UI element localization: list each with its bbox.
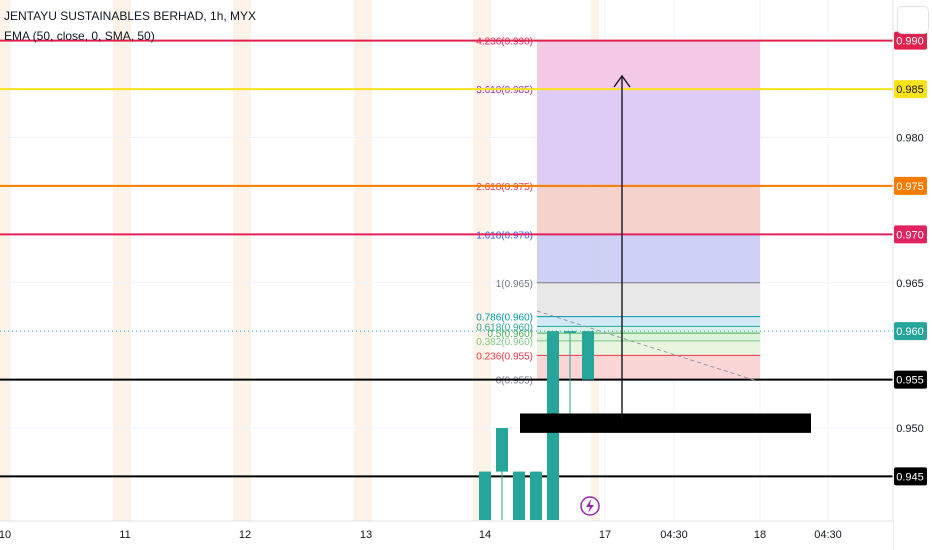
- fib-level-label: 1(0.965): [496, 279, 533, 290]
- price-tick-label: 0.950: [896, 423, 924, 435]
- price-axis-tag: [894, 225, 927, 244]
- indicator-legend[interactable]: EMA (50, close, 0, SMA, 50): [4, 29, 155, 43]
- price-axis-tag: [894, 176, 927, 195]
- session-band: [354, 0, 372, 521]
- time-axis: [0, 521, 893, 550]
- candle-body: [479, 471, 491, 520]
- price-axis-tag-label: 0.985: [896, 84, 924, 96]
- price-axis-tag-label: 0.990: [896, 36, 924, 48]
- fib-level-label: 0.786(0.960): [476, 313, 533, 324]
- time-tick-label: 11: [119, 529, 130, 541]
- fib-level-label: 0.5(0.960): [487, 329, 533, 340]
- session-band: [473, 0, 491, 521]
- price-axis-tag: [894, 322, 927, 341]
- fib-zone: [537, 40, 760, 90]
- price-tick-label: 0.980: [896, 133, 924, 145]
- price-axis-tag-label: 0.945: [896, 471, 924, 483]
- time-tick-label: 14: [479, 529, 491, 541]
- price-axis-tag: [894, 31, 927, 50]
- time-tick-label: 18: [754, 529, 766, 541]
- price-axis-tag: [894, 370, 927, 389]
- fib-zone: [537, 282, 760, 317]
- price-axis-tag-label: 0.955: [896, 375, 924, 387]
- fib-level-label: 0.236(0.955): [476, 351, 533, 362]
- fib-level-label: 0(0.955): [496, 376, 533, 387]
- fib-zone: [537, 185, 760, 235]
- candle-body: [582, 331, 594, 380]
- time-tick-label: 10: [0, 529, 11, 541]
- session-band: [233, 0, 251, 521]
- price-axis-tag: [894, 80, 927, 99]
- price-axis-tag-label: 0.960: [896, 326, 924, 338]
- fib-zone: [537, 355, 760, 380]
- session-band: [0, 0, 10, 521]
- trend-line: [536, 310, 758, 382]
- fib-level-label: 3.618(0.985): [476, 85, 533, 96]
- fib-zone: [537, 326, 760, 334]
- price-axis-tag-label: 0.975: [896, 181, 924, 193]
- price-tick-label: 0.965: [896, 278, 924, 290]
- fib-zone: [537, 89, 760, 186]
- fib-level-label: 2.618(0.975): [476, 182, 533, 193]
- time-tick-label: 04:30: [660, 529, 688, 541]
- session-band: [113, 0, 131, 521]
- arrow-head: [613, 74, 631, 88]
- fib-zone: [537, 333, 760, 341]
- price-axis-tag: [894, 467, 927, 486]
- lightning-glyph: [586, 499, 594, 513]
- chart-settings-button[interactable]: [897, 6, 929, 34]
- fib-level-label: 4.236(0.990): [476, 37, 533, 48]
- time-tick-label: 12: [239, 529, 251, 541]
- fib-zone: [537, 234, 760, 283]
- candle-body: [496, 428, 508, 472]
- time-tick-label: 04:30: [814, 529, 842, 541]
- candle-body: [530, 471, 542, 520]
- fib-level-label: 1.618(0.970): [476, 230, 533, 241]
- rectangle-annotation: [520, 413, 811, 433]
- time-tick-label: 17: [599, 529, 611, 541]
- chart-title: JENTAYU SUSTAINABLES BERHAD, 1h, MYX: [4, 9, 257, 23]
- candle-body: [564, 331, 576, 334]
- candle-body: [513, 471, 525, 520]
- fib-level-label: 0.382(0.960): [476, 337, 533, 348]
- time-tick-label: 13: [360, 529, 372, 541]
- price-axis-tag-label: 0.970: [896, 229, 924, 241]
- fib-zone: [537, 316, 760, 327]
- fib-level-label: 0.618(0.960): [476, 322, 533, 333]
